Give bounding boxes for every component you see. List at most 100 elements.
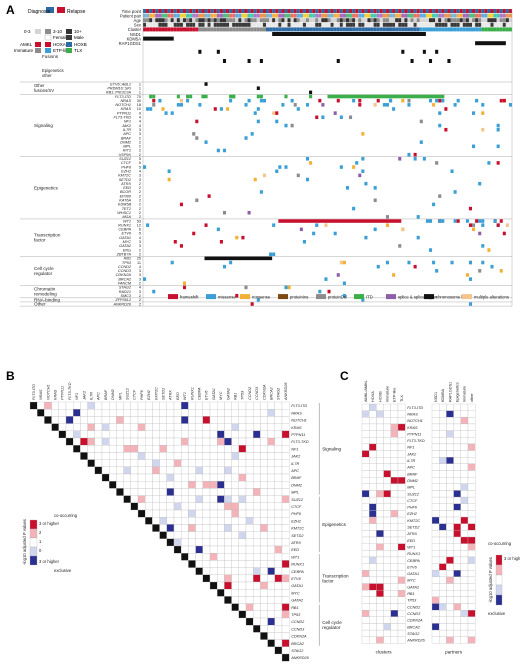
sex-cell (158, 22, 162, 27)
matrix-row-label: SETD2 (291, 534, 304, 538)
matrix-cell (159, 517, 167, 525)
cluster-cell (222, 27, 227, 32)
matrix-cell (245, 610, 254, 619)
matrix-cell (217, 409, 225, 417)
matrix-cell (159, 409, 167, 417)
cluster-cell (383, 463, 391, 471)
gene-count: 2 (139, 140, 141, 144)
matrix-cell (231, 445, 239, 453)
partner-cell (446, 437, 454, 445)
sex-cell (250, 22, 254, 27)
matrix-cell (87, 437, 95, 446)
matrix-cell (159, 466, 167, 475)
matrix-cell (224, 445, 232, 453)
sex-cell (272, 22, 276, 27)
sex-cell (413, 22, 417, 27)
matrix-cell (253, 401, 261, 410)
matrix-cell (253, 581, 261, 590)
matrix-cell (281, 625, 290, 633)
gene-label: STAG2 (119, 286, 132, 290)
matrix-cell (274, 452, 283, 460)
matrix-cell (73, 430, 81, 439)
cluster-cell (367, 27, 371, 32)
matrix-row-label: APC (290, 469, 299, 473)
age-cell (272, 18, 276, 23)
matrix-cell (137, 437, 146, 446)
time-point-cell (158, 9, 162, 13)
cluster-cell (390, 483, 399, 491)
cluster-cell (390, 423, 399, 431)
cluster-cell (390, 623, 399, 631)
matrix-cell (260, 538, 268, 547)
patient-pair-cell (204, 13, 208, 18)
mutation-cell (152, 289, 156, 294)
immature-swatch (35, 48, 41, 53)
gene-count: 9 (139, 111, 141, 115)
mutation-cell (382, 103, 386, 107)
matrix-cell (202, 466, 211, 475)
mutation-cell (192, 231, 196, 236)
partner-cell (439, 576, 447, 584)
mutation-cell (342, 281, 346, 286)
matrix-cell (73, 445, 81, 453)
cluster-cell (383, 629, 391, 637)
c-gene-label: BRAF (407, 472, 418, 476)
patient-pair-cell (435, 13, 439, 18)
matrix-cell (195, 517, 203, 525)
matrix-cell (87, 409, 95, 417)
matrix-top-label: RUNX1 (190, 387, 194, 400)
cluster-cell (361, 503, 370, 511)
sex-cell (416, 22, 420, 27)
mutation-cell (195, 119, 199, 124)
cluster-cell (369, 636, 377, 644)
c-gene-label: FLT3-ITD (407, 406, 423, 410)
matrix-top-label: GATA1 (212, 388, 216, 400)
partner-cell (460, 410, 469, 418)
sex-cell (349, 22, 353, 27)
cluster-cell (369, 503, 377, 511)
cluster-cell (305, 27, 310, 32)
matrix-cell (253, 502, 261, 511)
sex-cell (389, 22, 393, 27)
track-label-6: KDM5A (127, 36, 142, 41)
cluster-cell (290, 27, 294, 32)
matrix-cell (260, 452, 268, 460)
age-cell (247, 18, 251, 23)
cluster-cell (361, 27, 365, 32)
partner-cell (467, 503, 476, 511)
cluster-cell (146, 27, 150, 32)
cluster-cell (369, 530, 377, 538)
cluster-cell (253, 27, 257, 32)
mutation-cell (373, 227, 377, 232)
patient-pair-cell (450, 13, 454, 18)
matrix-cell (188, 459, 196, 467)
mutation-cell (472, 223, 476, 227)
mutation-cell (272, 223, 276, 227)
matrix-cell (253, 452, 261, 460)
patient-pair-cell (367, 13, 371, 18)
matrix-cell (166, 416, 175, 424)
partner-cell (467, 543, 476, 551)
etp-swatch (45, 48, 51, 53)
gene-label: CTCF (121, 161, 132, 165)
mutation-cell (170, 111, 174, 115)
sex-cell (244, 22, 248, 27)
matrix-cell (253, 473, 261, 482)
partner-col-label: RAP1GDS1 (448, 382, 452, 402)
matrix-cell (260, 632, 268, 640)
matrix-cell (231, 416, 239, 424)
matrix-cell (116, 473, 124, 482)
c-gene-label: CEBPA (407, 559, 420, 563)
matrix-cell (195, 409, 203, 417)
partner-cell (439, 496, 447, 504)
matrix-cell (181, 509, 189, 518)
sex-cell (428, 22, 433, 27)
gene-label: WT1 (123, 219, 131, 223)
partner-cell (453, 616, 461, 624)
matrix-cell (188, 423, 196, 431)
cluster-cell (397, 583, 406, 591)
patient-pair-cell (333, 13, 337, 18)
gene-count: 4 (139, 120, 141, 124)
cluster-cell (369, 556, 377, 564)
age-cell (241, 18, 245, 23)
